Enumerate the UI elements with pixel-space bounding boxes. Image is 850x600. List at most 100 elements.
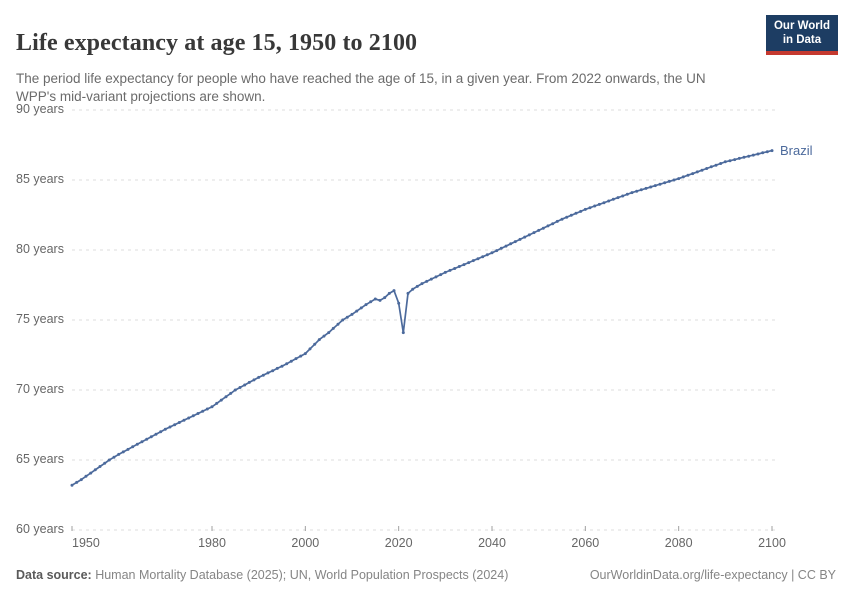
data-point-2066[interactable] [611,197,615,201]
data-point-2097[interactable] [756,152,760,156]
data-point-2013[interactable] [364,303,368,307]
data-point-2004[interactable] [322,334,326,338]
data-point-1982[interactable] [219,398,223,402]
data-point-2088[interactable] [714,163,718,167]
data-point-2036[interactable] [471,259,475,263]
data-point-2070[interactable] [630,191,634,195]
data-point-2063[interactable] [597,202,601,206]
data-point-1980[interactable] [210,405,214,409]
data-point-2028[interactable] [434,275,438,279]
data-point-2082[interactable] [686,173,690,177]
data-point-1960[interactable] [117,452,121,456]
data-point-2084[interactable] [695,170,699,174]
data-point-2074[interactable] [649,185,653,189]
data-point-1973[interactable] [177,421,181,424]
data-point-2089[interactable] [719,162,723,165]
data-point-1990[interactable] [257,375,261,379]
data-point-1966[interactable] [145,437,149,441]
data-point-1994[interactable] [275,366,279,370]
data-point-2052[interactable] [546,224,550,228]
data-point-1987[interactable] [243,383,247,387]
data-point-1970[interactable] [163,427,167,431]
data-point-2008[interactable] [341,318,345,322]
data-point-1958[interactable] [107,458,111,462]
data-point-1977[interactable] [196,412,200,415]
data-point-2006[interactable] [331,326,335,330]
data-point-2062[interactable] [593,204,597,208]
data-point-1967[interactable] [149,435,153,439]
line-series-brazil[interactable] [71,149,773,486]
data-point-2098[interactable] [761,151,765,155]
data-point-1988[interactable] [247,380,251,384]
data-point-2017[interactable] [383,296,387,300]
data-point-1974[interactable] [182,418,186,422]
data-point-2087[interactable] [709,165,713,169]
data-point-2100[interactable] [770,149,774,153]
data-point-1981[interactable] [215,401,219,405]
data-point-2058[interactable] [574,211,578,215]
data-point-2031[interactable] [448,268,452,272]
data-point-2029[interactable] [439,273,443,277]
data-point-1985[interactable] [233,388,237,392]
data-point-2025[interactable] [420,282,424,286]
data-point-2077[interactable] [663,181,667,185]
data-point-2048[interactable] [527,233,531,237]
owid-logo[interactable]: Our World in Data [765,15,838,56]
data-point-2009[interactable] [345,315,349,319]
data-point-2032[interactable] [453,267,457,270]
data-point-1965[interactable] [140,440,144,444]
data-point-2030[interactable] [443,270,447,274]
data-point-2049[interactable] [532,231,536,235]
data-point-2057[interactable] [569,213,573,217]
data-point-1986[interactable] [238,386,242,389]
data-point-1984[interactable] [229,391,233,395]
data-point-2073[interactable] [644,186,648,190]
data-point-2042[interactable] [499,246,503,250]
data-point-2078[interactable] [667,179,671,183]
data-point-1951[interactable] [75,480,79,484]
data-point-2060[interactable] [583,207,587,211]
data-point-2018[interactable] [387,291,391,295]
data-point-2000[interactable] [303,352,307,356]
data-point-2014[interactable] [369,300,373,304]
data-point-2034[interactable] [462,263,466,267]
data-point-2024[interactable] [415,284,419,288]
data-point-2080[interactable] [677,177,681,181]
data-point-1989[interactable] [252,378,256,382]
data-point-2061[interactable] [588,206,592,210]
data-point-2020[interactable] [397,301,401,305]
data-point-2072[interactable] [639,188,643,192]
data-point-2071[interactable] [635,189,639,193]
data-point-2083[interactable] [691,172,695,176]
data-point-2085[interactable] [700,168,704,172]
data-point-2092[interactable] [733,158,737,162]
data-point-2039[interactable] [485,253,489,257]
data-point-2021[interactable] [401,331,405,335]
data-point-1963[interactable] [131,445,135,449]
data-point-2027[interactable] [429,277,433,281]
data-point-2054[interactable] [555,219,559,223]
series-label-brazil[interactable]: Brazil [780,142,813,158]
data-point-2033[interactable] [457,265,461,268]
data-point-1978[interactable] [201,409,205,413]
data-point-2090[interactable] [723,160,727,164]
data-point-1998[interactable] [294,357,298,361]
data-point-2095[interactable] [747,154,751,158]
data-point-1992[interactable] [266,371,270,375]
data-point-1979[interactable] [205,407,209,411]
data-point-2091[interactable] [728,159,732,163]
data-point-2035[interactable] [467,261,471,265]
data-point-2094[interactable] [742,155,746,159]
data-point-2046[interactable] [518,237,522,241]
data-point-2002[interactable] [313,342,317,346]
data-point-2022[interactable] [406,291,410,295]
data-point-1975[interactable] [187,416,191,420]
data-point-1968[interactable] [154,432,158,436]
data-point-2086[interactable] [705,167,709,170]
data-point-1952[interactable] [79,478,83,482]
data-point-1993[interactable] [271,369,275,373]
data-point-2076[interactable] [658,182,662,186]
data-point-2003[interactable] [317,338,321,342]
data-point-1999[interactable] [299,354,303,358]
data-point-2055[interactable] [560,217,564,221]
